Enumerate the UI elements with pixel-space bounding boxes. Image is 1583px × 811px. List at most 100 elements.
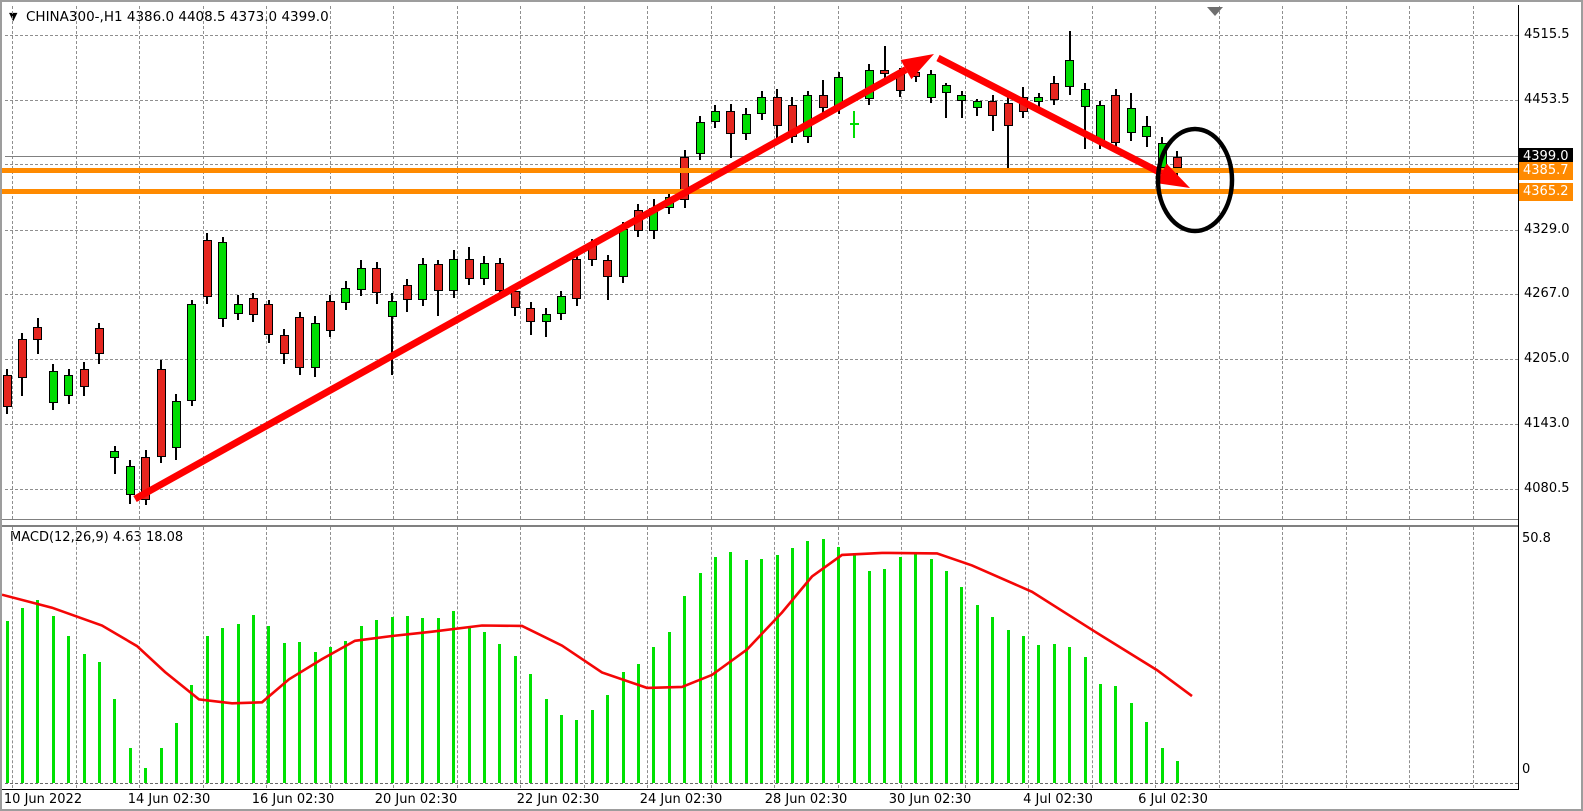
horizontal-level-line — [2, 168, 1518, 173]
macd-histogram-bar — [498, 643, 502, 783]
candle — [695, 122, 705, 155]
trend-arrow-up-icon — [133, 54, 934, 503]
grid-line-horizontal — [5, 423, 1518, 425]
pane-separator[interactable] — [2, 525, 1518, 527]
grid-line-vertical — [774, 527, 775, 788]
candle — [572, 258, 582, 299]
macd-axis-max: 50.8 — [1522, 531, 1551, 546]
macd-histogram-bar — [621, 672, 625, 783]
candle — [1003, 103, 1013, 127]
grid-line-vertical — [520, 6, 521, 519]
grid-line-vertical — [1028, 527, 1029, 788]
macd-histogram-bar — [929, 559, 933, 783]
macd-axis-zero: 0 — [1522, 762, 1531, 777]
macd-histogram-bar — [1006, 630, 1010, 783]
macd-histogram-bar — [298, 641, 302, 783]
candle — [957, 95, 967, 102]
candle — [526, 307, 536, 323]
grid-line-horizontal — [5, 489, 1518, 490]
macd-signal-line — [2, 551, 1193, 705]
candle — [433, 264, 443, 292]
candle-wick — [883, 46, 886, 79]
macd-histogram-bar — [606, 694, 610, 783]
candle — [464, 258, 474, 279]
candle — [741, 113, 751, 134]
candle-wick — [1007, 97, 1009, 169]
grid-line-vertical — [647, 6, 648, 519]
candle — [310, 322, 320, 369]
macd-histogram-bar — [852, 553, 856, 783]
highlight-ellipse — [1155, 126, 1235, 234]
grid-line-vertical — [1409, 527, 1410, 788]
candle — [402, 285, 412, 300]
macd-histogram-bar — [529, 674, 533, 783]
macd-histogram-bar — [82, 653, 86, 783]
candle — [356, 268, 366, 291]
macd-histogram-bar — [282, 643, 286, 783]
macd-histogram-bar — [221, 628, 225, 783]
macd-histogram-bar — [883, 569, 887, 783]
candle — [33, 326, 43, 341]
candle — [1142, 126, 1152, 137]
grid-line-vertical — [647, 527, 648, 788]
time-label: 30 Jun 02:30 — [888, 792, 972, 807]
macd-histogram-bar — [344, 640, 348, 783]
grid-line-vertical — [329, 6, 331, 519]
macd-histogram-bar — [36, 600, 40, 783]
price-label: 4143.0 — [1524, 415, 1570, 431]
candle — [1065, 59, 1075, 87]
symbol-dropdown-icon[interactable]: ▼ — [9, 10, 18, 23]
candle — [187, 303, 197, 401]
candle — [1034, 97, 1044, 103]
macd-histogram-bar — [775, 555, 779, 783]
candle — [202, 240, 212, 298]
candle — [772, 97, 782, 127]
level-price-label: 4385.7 — [1519, 161, 1573, 180]
macd-histogram-bar — [5, 621, 9, 783]
candle — [279, 335, 289, 354]
grid-line-vertical — [75, 527, 77, 788]
candle — [295, 317, 305, 369]
candle — [1172, 156, 1182, 169]
candle-wick — [1084, 82, 1086, 150]
grid-line-vertical — [139, 6, 140, 519]
grid-line-vertical — [1028, 6, 1029, 519]
macd-histogram-bar — [467, 626, 471, 783]
pane-separator[interactable] — [2, 519, 1518, 520]
grid-line-horizontal — [5, 229, 1518, 231]
macd-histogram-bar — [914, 554, 918, 783]
macd-histogram-bar — [744, 560, 748, 783]
macd-zero-line — [5, 783, 1518, 784]
macd-histogram-bar — [1068, 646, 1072, 783]
candle — [603, 259, 613, 277]
candle — [171, 400, 181, 448]
candle — [1080, 88, 1090, 108]
macd-histogram-bar — [559, 714, 563, 783]
candle — [2, 374, 12, 408]
macd-histogram-bar — [97, 662, 101, 783]
candle — [79, 368, 89, 388]
candle — [680, 156, 690, 201]
macd-histogram-bar — [821, 539, 825, 783]
candle — [449, 258, 459, 292]
grid-line-vertical — [774, 6, 775, 519]
grid-line-horizontal — [5, 35, 1518, 36]
candle — [988, 101, 998, 116]
candle — [387, 300, 397, 318]
candle — [418, 264, 428, 300]
axis-border-bottom — [2, 789, 1519, 790]
macd-histogram-bar — [436, 617, 440, 783]
macd-histogram-bar — [636, 663, 640, 783]
macd-histogram-bar — [128, 747, 132, 783]
candle — [341, 288, 351, 303]
macd-histogram-bar — [375, 619, 379, 783]
price-label: 4080.5 — [1524, 481, 1570, 496]
macd-histogram-bar — [390, 617, 394, 783]
candle-wick — [606, 254, 609, 300]
candle-wick — [113, 445, 116, 474]
candle-wick — [945, 82, 948, 118]
grid-line-vertical — [1345, 527, 1347, 788]
macd-histogram-bar — [1083, 657, 1087, 783]
macd-histogram-bar — [683, 596, 687, 783]
